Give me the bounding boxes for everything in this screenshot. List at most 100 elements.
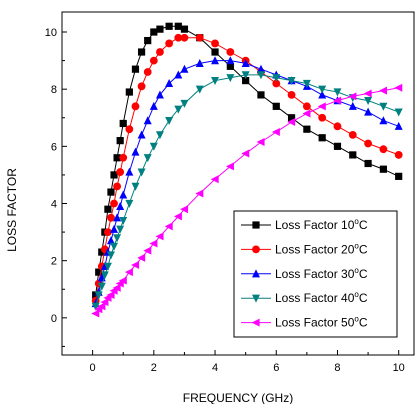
legend-label-degree: o bbox=[354, 315, 359, 324]
data-point bbox=[98, 248, 106, 256]
data-point bbox=[113, 154, 121, 162]
data-point bbox=[348, 131, 357, 139]
legend-label-unit: C bbox=[359, 242, 368, 256]
data-point bbox=[165, 39, 174, 48]
data-point bbox=[131, 182, 140, 191]
legend-label: Loss Factor 40oC bbox=[275, 290, 368, 305]
legend-item: Loss Factor 50oC bbox=[241, 315, 368, 330]
data-point bbox=[272, 79, 281, 88]
data-point bbox=[97, 282, 106, 291]
axes: 0 2 4 6 8 10 0 2 4 6 8 10 bbox=[45, 11, 415, 374]
data-point bbox=[155, 131, 164, 140]
x-axis-label: FREQUENCY (GHz) bbox=[183, 391, 293, 404]
data-point bbox=[211, 39, 219, 48]
data-point bbox=[156, 25, 164, 33]
data-point bbox=[302, 102, 311, 111]
data-point bbox=[195, 59, 204, 68]
legend-label-name: Loss Factor 30 bbox=[275, 267, 355, 281]
data-point bbox=[180, 99, 189, 108]
data-point bbox=[116, 168, 125, 176]
data-point bbox=[364, 139, 372, 148]
data-point bbox=[211, 77, 220, 85]
data-point bbox=[113, 234, 122, 243]
data-point bbox=[125, 199, 134, 208]
data-point bbox=[95, 268, 103, 276]
data-point bbox=[131, 260, 140, 269]
legend-marker bbox=[252, 221, 260, 229]
data-point bbox=[155, 232, 164, 241]
data-point bbox=[287, 90, 296, 99]
x-tick-label: 6 bbox=[273, 362, 279, 374]
data-point bbox=[116, 201, 125, 210]
data-point bbox=[119, 190, 128, 199]
data-point bbox=[137, 82, 146, 91]
data-point bbox=[256, 64, 265, 73]
data-point bbox=[287, 77, 296, 85]
data-point bbox=[112, 283, 121, 292]
data-point bbox=[318, 134, 326, 142]
data-point bbox=[137, 130, 146, 139]
data-point bbox=[118, 276, 127, 285]
data-point bbox=[116, 137, 124, 145]
data-point bbox=[349, 151, 357, 159]
y-tick-label: 8 bbox=[51, 84, 57, 96]
data-point bbox=[287, 114, 296, 122]
data-point bbox=[107, 213, 115, 222]
legend-marker bbox=[252, 245, 260, 254]
data-point bbox=[379, 145, 388, 154]
data-point bbox=[103, 262, 112, 271]
data-point bbox=[302, 109, 311, 118]
data-point bbox=[155, 90, 164, 99]
data-point bbox=[143, 116, 152, 125]
data-point bbox=[174, 105, 183, 114]
data-point bbox=[333, 88, 342, 97]
data-point bbox=[318, 113, 327, 122]
data-point bbox=[364, 159, 372, 168]
data-point bbox=[113, 213, 122, 222]
data-point bbox=[110, 199, 118, 208]
legend-label-name: Loss Factor 20 bbox=[275, 242, 355, 256]
data-point bbox=[149, 142, 158, 151]
legend-label-unit: C bbox=[359, 267, 368, 281]
data-point bbox=[378, 86, 387, 95]
x-tick-label: 4 bbox=[212, 362, 218, 374]
data-point bbox=[195, 33, 204, 42]
data-point bbox=[174, 22, 182, 30]
x-tick-label: 10 bbox=[393, 362, 405, 374]
data-point bbox=[125, 125, 134, 134]
data-point bbox=[149, 101, 158, 110]
data-point bbox=[180, 25, 189, 33]
data-point bbox=[143, 68, 152, 76]
data-point bbox=[143, 154, 152, 163]
data-point bbox=[137, 253, 146, 262]
data-point bbox=[226, 56, 235, 65]
data-point bbox=[348, 92, 357, 101]
data-point bbox=[174, 70, 183, 79]
y-axis-label: LOSS FACTOR bbox=[5, 168, 19, 252]
series-1 bbox=[92, 22, 403, 299]
data-point bbox=[394, 151, 403, 159]
data-point bbox=[110, 242, 119, 251]
data-point bbox=[119, 119, 127, 128]
data-point bbox=[333, 142, 342, 150]
legend-label-name: Loss Factor 40 bbox=[275, 291, 355, 305]
legend-item: Loss Factor 20oC bbox=[241, 241, 368, 256]
data-point bbox=[131, 102, 140, 111]
data-point bbox=[116, 225, 125, 234]
data-point bbox=[106, 290, 115, 299]
legend-label-unit: C bbox=[359, 218, 368, 232]
data-point bbox=[303, 125, 311, 133]
data-point bbox=[364, 107, 373, 116]
data-point bbox=[211, 56, 220, 65]
data-point bbox=[180, 33, 189, 42]
legend-label-unit: C bbox=[359, 291, 368, 305]
data-point bbox=[150, 28, 158, 36]
data-point bbox=[164, 222, 173, 231]
data-point bbox=[379, 116, 388, 125]
data-point bbox=[318, 90, 327, 99]
y-tick-label: 10 bbox=[45, 27, 57, 39]
data-point bbox=[94, 291, 103, 300]
data-point bbox=[165, 117, 174, 126]
data-point bbox=[137, 48, 146, 56]
